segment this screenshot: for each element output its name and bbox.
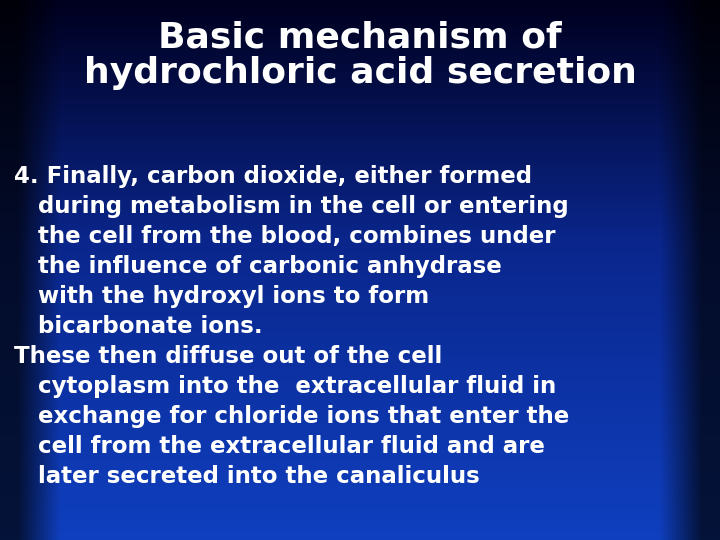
Text: cell from the extracellular fluid and are: cell from the extracellular fluid and ar… [14,435,545,458]
Text: during metabolism in the cell or entering: during metabolism in the cell or enterin… [14,195,569,218]
Text: bicarbonate ions.: bicarbonate ions. [14,315,263,338]
Text: 4. Finally, carbon dioxide, either formed: 4. Finally, carbon dioxide, either forme… [14,165,532,188]
Text: the influence of carbonic anhydrase: the influence of carbonic anhydrase [14,255,502,278]
Text: cytoplasm into the  extracellular fluid in: cytoplasm into the extracellular fluid i… [14,375,557,398]
Text: exchange for chloride ions that enter the: exchange for chloride ions that enter th… [14,405,570,428]
Text: the cell from the blood, combines under: the cell from the blood, combines under [14,225,556,248]
Text: later secreted into the canaliculus: later secreted into the canaliculus [14,465,480,488]
Text: hydrochloric acid secretion: hydrochloric acid secretion [84,56,636,90]
Text: Basic mechanism of: Basic mechanism of [158,20,562,54]
Text: with the hydroxyl ions to form: with the hydroxyl ions to form [14,285,429,308]
Text: These then diffuse out of the cell: These then diffuse out of the cell [14,345,442,368]
